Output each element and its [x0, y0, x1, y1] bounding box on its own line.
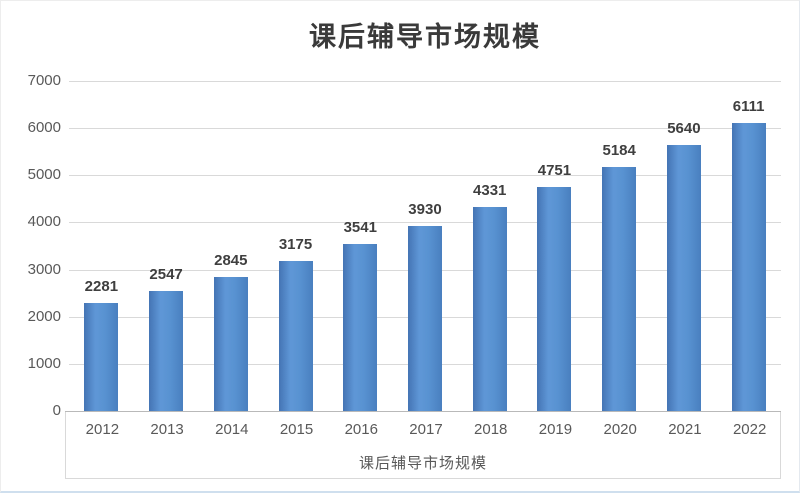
- bar-value-label: 5184: [602, 141, 636, 159]
- bar: [278, 261, 313, 411]
- x-tick-label: 2019: [538, 421, 573, 438]
- chart-title: 课后辅导市场规模: [309, 22, 541, 52]
- gridline: [69, 222, 781, 224]
- bar: [149, 290, 184, 411]
- y-tick-label: 5000: [27, 166, 61, 184]
- bar-value-label: 3541: [343, 219, 377, 237]
- x-tick-label: 2020: [603, 421, 637, 438]
- x-tick-label: 2012: [85, 421, 120, 438]
- bar-value-label: 4751: [537, 162, 572, 180]
- y-tick-label: 6000: [27, 119, 61, 137]
- bar: [84, 303, 119, 411]
- bar: [731, 122, 766, 411]
- x-axis-line: [65, 411, 781, 412]
- bar: [602, 166, 637, 411]
- bar: [343, 244, 378, 411]
- bar: [666, 145, 701, 411]
- gridline: [69, 175, 781, 177]
- x-tick-label: 2017: [409, 421, 443, 438]
- x-tick-label: 2021: [668, 421, 702, 438]
- bar-value-label: 3175: [278, 236, 313, 254]
- bar-value-label: 3930: [408, 200, 442, 218]
- x-axis-box: 课后辅导市场规模 2012 2013 2014 2015 2016 2017 2018 201…: [65, 411, 781, 479]
- bar: [408, 225, 442, 411]
- x-tick-label: 2013: [150, 421, 184, 438]
- bar-value-label: 2845: [214, 251, 248, 269]
- x-tick-label: 2014: [215, 421, 249, 438]
- x-axis-title: 课后辅导市场规模: [358, 455, 487, 472]
- y-tick-label: 7000: [27, 72, 61, 89]
- bar-value-label: 2547: [149, 265, 183, 283]
- bar-value-label: 5640: [667, 120, 701, 138]
- y-tick-label: 2000: [27, 307, 61, 325]
- bar: [472, 206, 507, 411]
- y-tick-label: 4000: [27, 213, 61, 231]
- gridline: [69, 81, 781, 82]
- bar-value-label: 4331: [473, 181, 507, 199]
- bar: [537, 187, 572, 411]
- bar: [213, 276, 248, 411]
- y-tick-label: 3000: [27, 260, 61, 278]
- bar-value-label: 6111: [732, 97, 765, 115]
- x-tick-label: 2015: [279, 421, 314, 438]
- bar-value-label: 2281: [84, 278, 119, 296]
- x-tick-label: 2022: [732, 421, 767, 438]
- y-tick-label: 0: [52, 402, 61, 419]
- gridline: [69, 128, 781, 130]
- x-tick-label: 2018: [474, 421, 508, 438]
- x-tick-label: 2016: [344, 421, 378, 438]
- y-tick-label: 1000: [27, 354, 61, 372]
